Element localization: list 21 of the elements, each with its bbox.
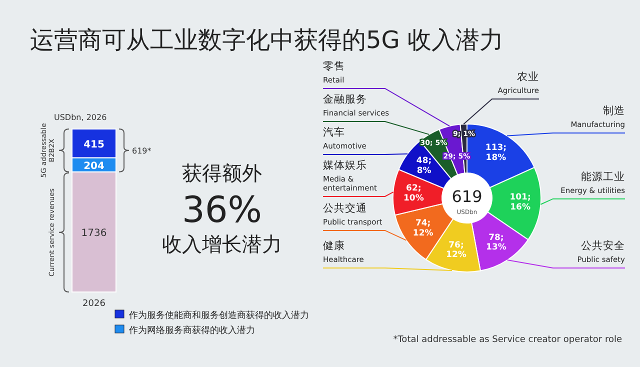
data-label: 415	[84, 139, 104, 150]
data-label: 1736	[81, 228, 107, 239]
text: 619*	[132, 146, 152, 156]
text: 收入增长潜力	[162, 232, 282, 256]
data-label: 101; 16%	[510, 192, 531, 212]
data-label: 62; 10%	[403, 184, 424, 204]
data-label: 204	[84, 160, 104, 172]
data-label: 48; 8%	[416, 156, 432, 176]
data-label: 74; 12%	[412, 218, 434, 238]
text: 运营商可从工业数字化中获得的5G 收入潜力	[30, 26, 504, 54]
data-label: 113; 18%	[485, 143, 507, 163]
text: 619	[452, 187, 482, 206]
chart-subtitle: USDbn, 2026	[54, 113, 107, 122]
legend-label: 作为网络服务商获得的收入潜力	[128, 325, 255, 336]
text: 获得额外	[182, 161, 262, 185]
text: *Total addressable as Service creator operator role	[393, 335, 622, 345]
text: 36%	[182, 190, 262, 231]
x-tick-label: 2026	[82, 299, 106, 309]
legend-label: 作为服务使能商和服务创造商获得的收入潜力	[128, 310, 309, 321]
data-label: 76; 12%	[446, 240, 467, 260]
data-label: 78; 13%	[486, 232, 507, 253]
